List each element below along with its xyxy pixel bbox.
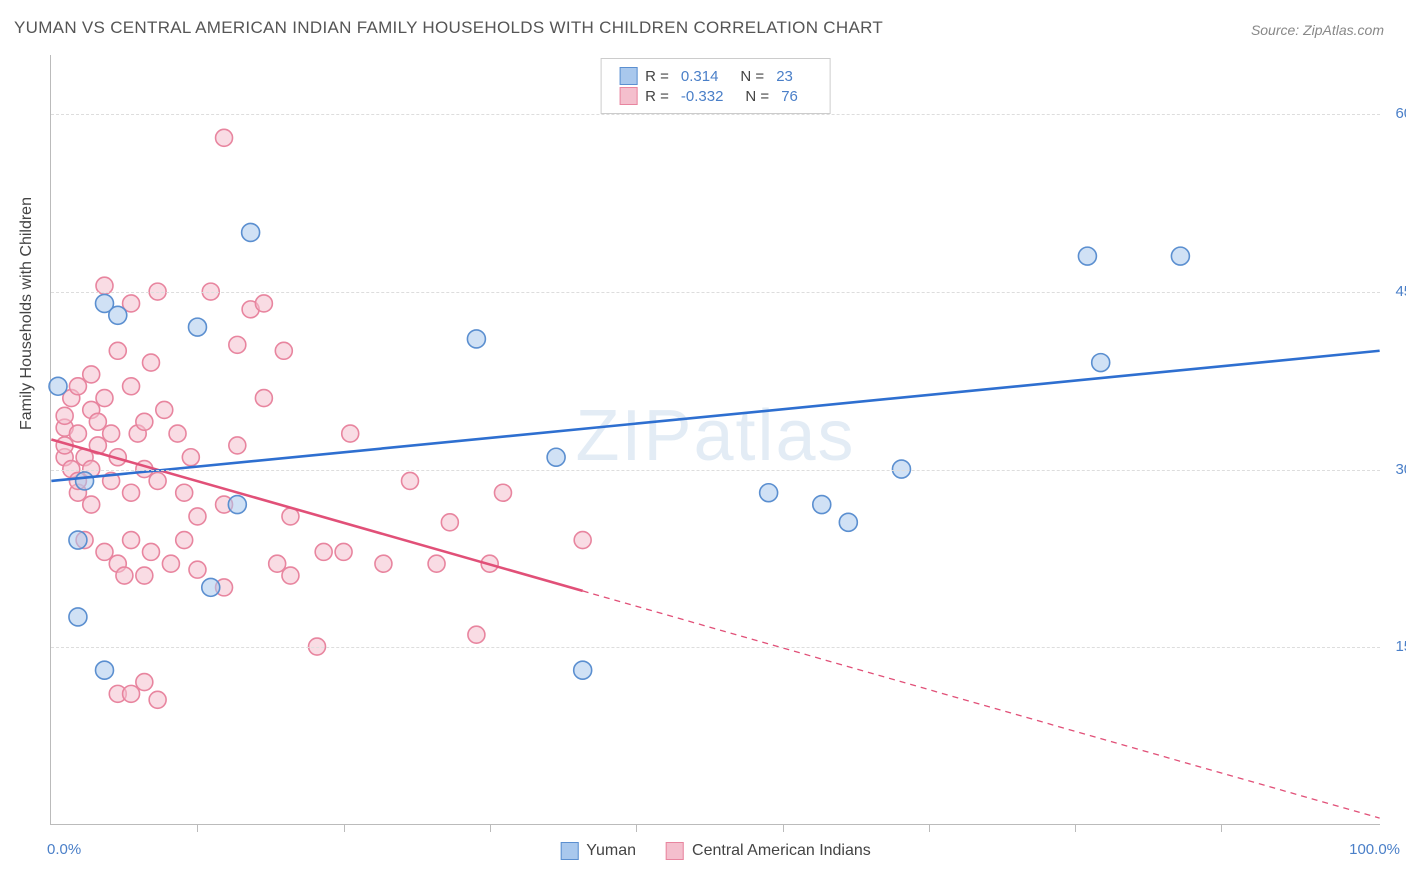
legend-label-b: Central American Indians [692,842,871,860]
y-tick-label: 60.0% [1395,105,1406,122]
chart-plot-area: ZIPatlas R = 0.314 N = 23 R = -0.332 N =… [50,55,1380,825]
legend-label-a: Yuman [586,842,636,860]
y-tick-label: 45.0% [1395,283,1406,300]
x-min-label: 0.0% [47,841,81,858]
y-tick-label: 30.0% [1395,461,1406,478]
y-axis-label: Family Households with Children [18,197,36,430]
legend-item-a: Yuman [560,842,636,860]
legend-item-b: Central American Indians [666,842,871,860]
y-tick-label: 15.0% [1395,638,1406,655]
source-label: Source: ZipAtlas.com [1251,22,1384,38]
x-max-label: 100.0% [1349,841,1400,858]
chart-svg [51,55,1380,824]
chart-title: YUMAN VS CENTRAL AMERICAN INDIAN FAMILY … [14,18,883,38]
swatch-a-icon [560,842,578,860]
swatch-b-icon [666,842,684,860]
series-legend: Yuman Central American Indians [560,842,871,860]
